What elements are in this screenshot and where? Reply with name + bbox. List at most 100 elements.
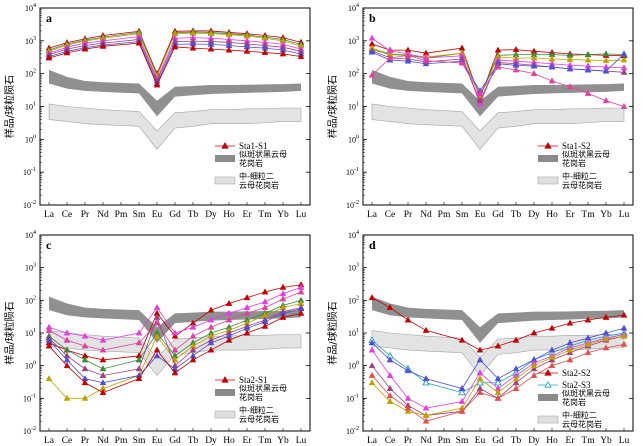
data-point <box>620 311 628 318</box>
data-point <box>189 356 197 363</box>
x-tick-label-Er: Er <box>243 436 253 446</box>
legend-label-line: 云母花岗岩 <box>239 180 279 190</box>
data-point <box>261 48 269 55</box>
series-line <box>371 37 625 105</box>
data-point <box>81 379 89 386</box>
data-point <box>261 303 269 310</box>
x-tick-label-Ho: Ho <box>223 210 235 220</box>
data-point <box>386 54 394 61</box>
data-point <box>584 56 592 63</box>
data-point <box>422 404 430 411</box>
data-point <box>458 336 466 343</box>
legend-label-line: 似斑状黑云母 <box>239 149 287 159</box>
data-point <box>386 384 394 391</box>
legend-label: Sta1-S1 <box>239 141 268 151</box>
y-tick-exponent: 2 <box>356 69 359 75</box>
data-point <box>153 332 161 339</box>
legend-swatch <box>538 155 558 162</box>
y-axis-label: 样品/球粒陨石 <box>3 301 16 364</box>
x-tick-label-Pm: Pm <box>115 436 128 446</box>
data-point <box>189 332 197 339</box>
x-tick-label-Sm: Sm <box>456 436 469 446</box>
data-point <box>512 46 520 53</box>
data-point <box>476 100 484 107</box>
y-tick-label: 101 <box>25 328 36 338</box>
data-point <box>297 288 305 295</box>
data-point <box>602 97 610 104</box>
x-tick-label-Pr: Pr <box>404 210 413 220</box>
data-point <box>458 407 466 414</box>
x-tick-label-Pm: Pm <box>438 436 451 446</box>
legend-swatch <box>215 389 235 396</box>
reference-band-dark <box>49 69 301 117</box>
data-point <box>548 77 556 84</box>
y-axis-label: 样品/球粒陨石 <box>326 75 339 138</box>
data-point <box>386 303 394 310</box>
x-tick-label-Tm: Tm <box>258 436 272 446</box>
data-point <box>135 365 143 372</box>
y-tick-exponent: 3 <box>33 263 36 269</box>
legend-swatch <box>537 176 559 185</box>
series-line <box>371 47 625 98</box>
data-point <box>602 344 610 351</box>
x-tick-label-Tb: Tb <box>188 436 199 446</box>
data-point <box>548 63 556 70</box>
series-line <box>48 31 302 77</box>
reference-band-dark <box>372 69 624 117</box>
x-tick-label-Ho: Ho <box>223 436 235 446</box>
data-point <box>422 378 430 386</box>
x-tick-label-Nd: Nd <box>97 210 109 220</box>
legend-swatch <box>214 176 236 185</box>
data-point <box>153 346 161 353</box>
legend-label-line: 中-细粒二 <box>239 405 274 415</box>
data-point <box>530 70 538 77</box>
legend-swatch <box>215 155 235 162</box>
x-tick-label-Yb: Yb <box>600 436 612 446</box>
legend-swatch <box>214 410 236 419</box>
data-point <box>458 397 466 404</box>
data-point <box>566 346 574 353</box>
data-point <box>476 388 484 395</box>
data-point <box>584 316 592 323</box>
series-line <box>48 41 302 85</box>
y-tick-label: 10-2 <box>23 426 36 436</box>
data-point <box>566 319 574 326</box>
data-point <box>404 57 412 64</box>
x-tick-label-Ce: Ce <box>62 210 73 220</box>
y-axis-label: 样品/球粒陨石 <box>326 301 339 364</box>
x-tick-label-Gd: Gd <box>492 210 504 220</box>
x-tick-label-Gd: Gd <box>169 436 181 446</box>
legend-label: Sta2-S3 <box>562 380 591 390</box>
x-tick-label-Ce: Ce <box>385 210 396 220</box>
legend-label: 中-细粒二云母花岗岩 <box>562 171 602 190</box>
data-point <box>225 336 233 343</box>
data-point <box>512 375 520 382</box>
series-line <box>371 327 625 389</box>
x-tick-label-Sm: Sm <box>456 210 469 220</box>
data-point <box>584 51 592 58</box>
x-tick-label-Nd: Nd <box>420 210 432 220</box>
x-tick-label-Er: Er <box>566 210 576 220</box>
data-point <box>135 339 143 346</box>
x-tick-label-Tm: Tm <box>258 210 272 220</box>
data-point <box>494 46 502 53</box>
data-point <box>530 362 538 369</box>
data-point <box>386 47 394 54</box>
data-point <box>620 68 628 75</box>
data-point <box>602 313 610 320</box>
data-point <box>620 56 628 63</box>
series-line <box>371 335 625 416</box>
data-point <box>494 375 502 382</box>
data-point <box>189 323 197 330</box>
y-tick-label: 10-1 <box>23 167 36 177</box>
data-point <box>368 48 376 55</box>
y-tick-exponent: 4 <box>356 230 359 236</box>
data-point <box>279 283 287 290</box>
y-tick-label: 103 <box>348 36 359 46</box>
data-point <box>476 97 484 104</box>
x-tick-label-Eu: Eu <box>152 436 163 446</box>
data-point <box>368 379 376 386</box>
data-point <box>81 394 89 401</box>
data-point <box>368 339 376 346</box>
